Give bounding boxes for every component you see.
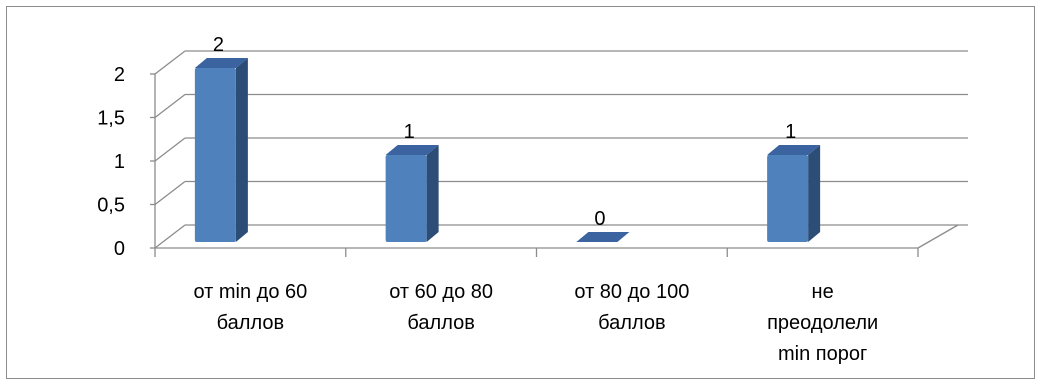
y-tick-label: 2	[114, 64, 125, 86]
y-tick-label: 1	[114, 151, 125, 173]
bar-front	[194, 68, 236, 242]
gridline-diagonal	[154, 93, 186, 119]
x-tick-label: от 80 до 100 баллов	[574, 281, 689, 334]
bar-side	[235, 58, 248, 242]
data-label: 2	[213, 34, 224, 56]
data-label: 1	[404, 121, 415, 143]
bar	[576, 232, 630, 242]
gridlines	[154, 50, 968, 249]
gridline-diagonal	[154, 180, 186, 206]
bars	[194, 58, 821, 242]
data-label: 0	[594, 208, 605, 230]
gridline-diagonal	[154, 137, 186, 162]
x-tick-label: от min до 60 баллов	[193, 281, 307, 334]
gridline-diagonal	[154, 50, 186, 75]
labels: 0 0,5 1 1,5 2 2 1 0 1 от min до 60 баллов от 60 до …	[97, 34, 878, 365]
floor-edge	[917, 224, 959, 249]
bar-front	[767, 155, 809, 242]
axes	[150, 73, 959, 257]
data-label: 1	[785, 121, 796, 143]
gridline-diagonal	[154, 224, 186, 249]
bar-side	[808, 145, 821, 242]
x-tick-label: не преодолели min порог	[767, 281, 878, 365]
bar	[194, 58, 248, 242]
bar-top	[194, 58, 248, 68]
bar	[767, 145, 821, 242]
bar-top	[767, 145, 821, 155]
chart-frame	[6, 6, 1035, 379]
bar-top	[576, 232, 630, 242]
y-tick-label: 0,5	[97, 195, 125, 217]
bar-front	[385, 155, 427, 242]
x-tick-label: от 60 до 80 баллов	[389, 281, 493, 334]
bar-top	[385, 145, 439, 155]
y-tick-label: 1,5	[97, 108, 125, 130]
y-tick-label: 0	[114, 238, 125, 260]
bar-side	[426, 145, 439, 242]
bar	[385, 145, 439, 242]
